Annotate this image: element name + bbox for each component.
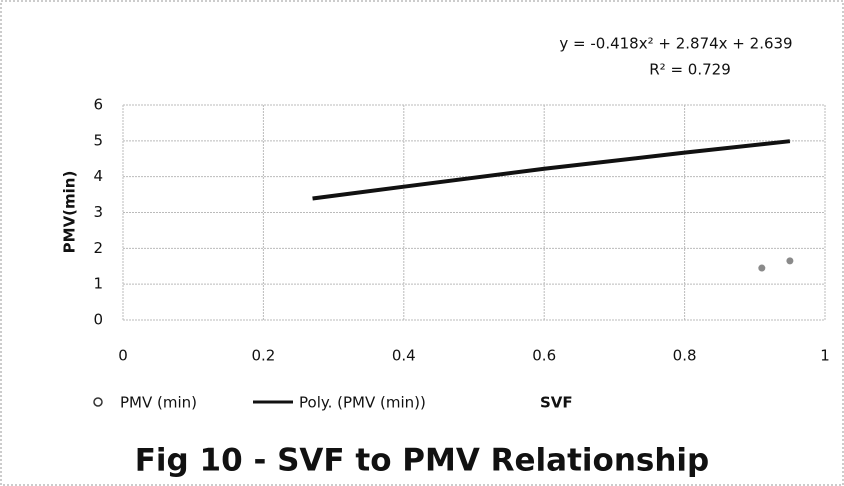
y-tick-label: 5 bbox=[93, 131, 103, 149]
x-tick-label: 0.8 bbox=[673, 347, 697, 365]
x-tick-label: 0.6 bbox=[532, 347, 556, 365]
y-tick-label: 6 bbox=[93, 96, 103, 114]
legend-label: PMV (min) bbox=[120, 394, 197, 412]
x-tick-label: 0.2 bbox=[251, 347, 275, 365]
x-axis-label: SVF bbox=[540, 394, 573, 412]
data-point bbox=[758, 264, 766, 272]
y-tick-label: 4 bbox=[93, 167, 103, 185]
y-tick-label: 1 bbox=[93, 275, 103, 293]
y-axis-label: PMV(min) bbox=[61, 171, 79, 254]
y-tick-label: 0 bbox=[93, 311, 103, 329]
y-tick-label: 3 bbox=[93, 203, 103, 221]
x-tick-label: 1 bbox=[820, 347, 830, 365]
data-point bbox=[786, 257, 794, 265]
figure-title: Fig 10 - SVF to PMV Relationship bbox=[135, 443, 710, 479]
legend-label: Poly. (PMV (min)) bbox=[299, 394, 426, 412]
trendline bbox=[312, 139, 791, 201]
x-tick-label: 0.4 bbox=[392, 347, 416, 365]
legend-marker bbox=[93, 397, 103, 407]
equation: y = -0.418x² + 2.874x + 2.639 bbox=[559, 35, 792, 53]
y-tick-label: 2 bbox=[93, 239, 103, 257]
x-tick-label: 0 bbox=[118, 347, 128, 365]
r-squared: R² = 0.729 bbox=[649, 61, 730, 79]
